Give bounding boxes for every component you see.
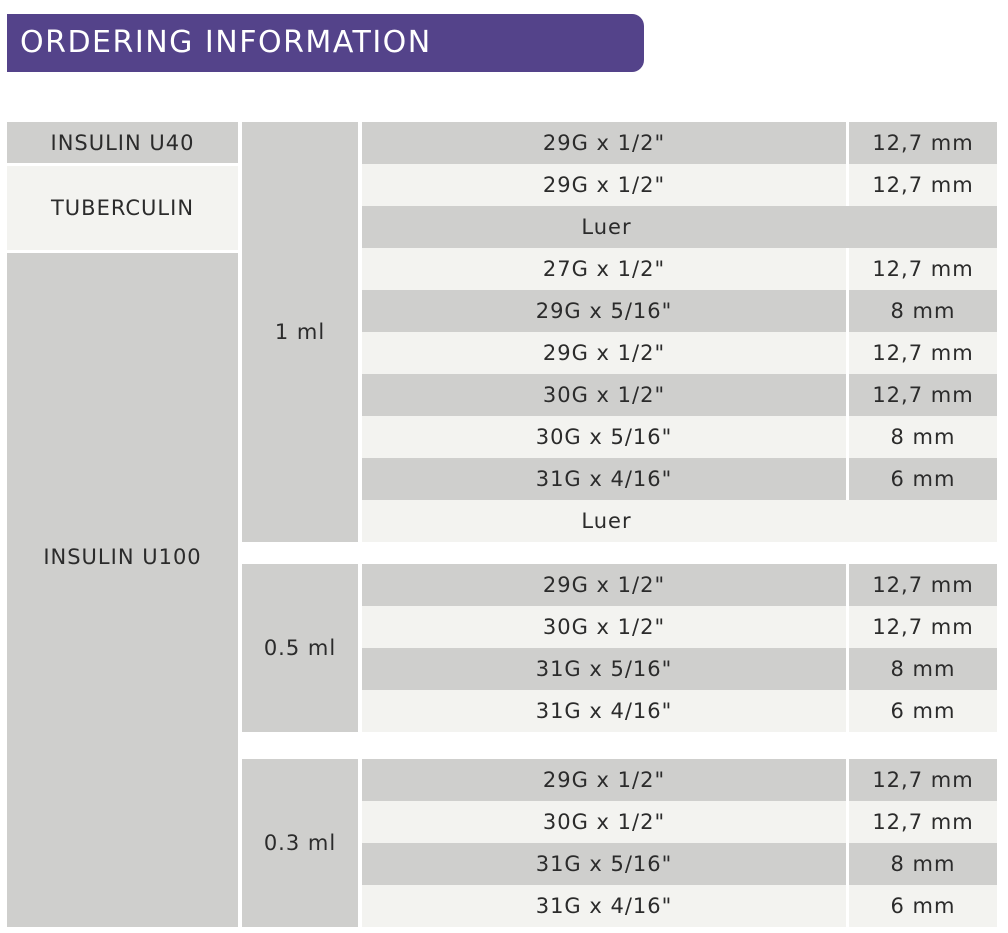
needle-gauge-cell: 31G x 4/16" bbox=[362, 885, 846, 927]
needle-gauge-cell: 31G x 4/16" bbox=[362, 458, 846, 500]
product-type-cell: INSULIN U100 bbox=[7, 253, 238, 927]
needle-gauge-cell: 27G x 1/2" bbox=[362, 248, 846, 290]
needle-gauge-cell: 30G x 5/16" bbox=[362, 416, 846, 458]
needle-length-cell: 12,7 mm bbox=[849, 164, 997, 206]
needle-length-cell: 12,7 mm bbox=[849, 564, 997, 606]
needle-length-cell: 12,7 mm bbox=[849, 122, 997, 164]
needle-gauge-cell: 29G x 1/2" bbox=[362, 332, 846, 374]
needle-gauge-cell: 29G x 1/2" bbox=[362, 759, 846, 801]
volume-cell: 1 ml bbox=[242, 122, 358, 542]
needle-length-cell: 8 mm bbox=[849, 290, 997, 332]
section-title: ORDERING INFORMATION bbox=[20, 25, 432, 60]
needle-length-cell: 12,7 mm bbox=[849, 759, 997, 801]
volume-cell: 0.3 ml bbox=[242, 759, 358, 927]
needle-gauge-cell: 29G x 5/16" bbox=[362, 290, 846, 332]
needle-length-cell: 12,7 mm bbox=[849, 248, 997, 290]
needle-length-cell: 6 mm bbox=[849, 885, 997, 927]
volume-cell: 0.5 ml bbox=[242, 564, 358, 732]
needle-length-cell: 6 mm bbox=[849, 458, 997, 500]
needle-gauge-cell: 29G x 1/2" bbox=[362, 122, 846, 164]
section-header-banner: ORDERING INFORMATION bbox=[7, 14, 644, 72]
needle-gauge-cell: 30G x 1/2" bbox=[362, 606, 846, 648]
needle-gauge-cell: 29G x 1/2" bbox=[362, 164, 846, 206]
needle-gauge-cell: 31G x 5/16" bbox=[362, 843, 846, 885]
connector-cell: Luer bbox=[362, 500, 997, 542]
product-type-cell: INSULIN U40 bbox=[7, 122, 238, 163]
needle-gauge-cell: 31G x 4/16" bbox=[362, 690, 846, 732]
needle-length-cell: 6 mm bbox=[849, 690, 997, 732]
connector-cell: Luer bbox=[362, 206, 997, 248]
needle-length-cell: 8 mm bbox=[849, 648, 997, 690]
needle-length-cell: 8 mm bbox=[849, 416, 997, 458]
needle-gauge-cell: 31G x 5/16" bbox=[362, 648, 846, 690]
needle-length-cell: 12,7 mm bbox=[849, 374, 997, 416]
needle-length-cell: 8 mm bbox=[849, 843, 997, 885]
product-type-cell: TUBERCULIN bbox=[7, 166, 238, 250]
needle-gauge-cell: 30G x 1/2" bbox=[362, 801, 846, 843]
needle-length-cell: 12,7 mm bbox=[849, 801, 997, 843]
needle-length-cell: 12,7 mm bbox=[849, 332, 997, 374]
needle-length-cell: 12,7 mm bbox=[849, 606, 997, 648]
needle-gauge-cell: 29G x 1/2" bbox=[362, 564, 846, 606]
needle-gauge-cell: 30G x 1/2" bbox=[362, 374, 846, 416]
